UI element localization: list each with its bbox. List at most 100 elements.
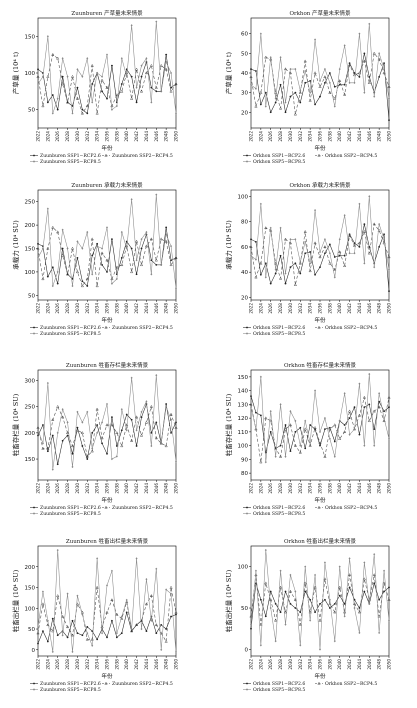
data-point	[343, 430, 347, 433]
data-point	[150, 86, 153, 89]
data-point	[66, 421, 69, 424]
data-point	[175, 613, 177, 616]
data-point	[372, 51, 376, 55]
legend-label: Zuunburen SSP2−RCP4.5	[112, 505, 173, 511]
data-point	[328, 72, 331, 74]
data-point	[51, 112, 54, 115]
x-tick-label: 2038	[327, 303, 332, 314]
data-point	[298, 622, 302, 626]
data-point	[274, 602, 277, 605]
data-point	[46, 640, 49, 643]
data-point	[279, 611, 282, 614]
data-point	[357, 413, 362, 417]
data-point	[86, 626, 89, 628]
legend-label: Orkhon SSP2−RCP4.5	[325, 325, 377, 331]
x-tick-label: 2048	[377, 303, 382, 314]
x-tick-label: 2026	[55, 483, 60, 494]
data-point	[125, 598, 128, 602]
data-point	[149, 63, 153, 67]
data-point	[130, 629, 134, 633]
data-point	[86, 57, 89, 60]
data-point	[358, 76, 361, 78]
data-point	[250, 405, 252, 409]
data-point	[333, 256, 336, 258]
data-point	[164, 239, 168, 243]
x-tick-label: 2030	[75, 131, 80, 142]
x-tick-label: 2040	[337, 303, 342, 314]
data-point	[85, 454, 89, 458]
data-point	[324, 428, 326, 431]
data-point	[338, 79, 342, 82]
series-line	[250, 582, 390, 629]
data-point	[319, 79, 321, 83]
data-point	[70, 633, 75, 637]
data-point	[125, 75, 128, 78]
data-point	[249, 402, 253, 406]
data-point	[264, 55, 268, 59]
data-point	[363, 52, 366, 55]
y-tick-label: 120	[238, 416, 249, 422]
data-point	[299, 644, 302, 647]
data-point	[274, 268, 277, 271]
data-point	[36, 246, 40, 250]
data-point	[80, 111, 84, 115]
data-point	[130, 247, 133, 250]
data-point	[259, 460, 263, 464]
y-tick-label: 40	[241, 270, 248, 276]
data-point	[101, 442, 103, 445]
y-tick-label: 100	[25, 270, 36, 276]
data-point	[51, 52, 55, 56]
y-tick-label: 0	[32, 648, 36, 654]
data-point	[150, 259, 153, 262]
data-point	[250, 238, 252, 241]
y-tick-label: 150	[25, 586, 36, 592]
data-point	[293, 112, 297, 116]
data-point	[362, 229, 366, 233]
y-tick-label: 250	[25, 200, 36, 206]
x-tick-label: 2032	[298, 483, 303, 494]
data-point	[308, 98, 312, 102]
y-tick-label: 50	[28, 108, 35, 114]
legend-marker	[33, 154, 35, 157]
data-point	[284, 111, 287, 114]
y-tick-label: 150	[25, 457, 36, 463]
legend-label: Zuunburen SSP2−RCP4.5	[112, 325, 173, 331]
data-point	[378, 76, 381, 78]
data-point	[283, 237, 288, 241]
data-point	[353, 606, 356, 610]
data-point	[165, 60, 168, 64]
x-tick-label: 2032	[298, 659, 303, 670]
data-point	[269, 430, 272, 433]
data-point	[309, 619, 312, 622]
x-tick-label: 2050	[387, 483, 392, 494]
legend-label: Zuunburen SSP1−RCP2.6	[40, 505, 101, 511]
legend-marker	[33, 506, 35, 509]
data-point	[56, 270, 59, 274]
data-point	[36, 74, 40, 78]
legend-marker	[246, 682, 248, 685]
series-line	[37, 226, 177, 287]
data-point	[358, 382, 361, 385]
data-point	[130, 438, 134, 442]
data-point	[76, 256, 79, 259]
data-point	[120, 408, 123, 411]
data-point	[115, 431, 119, 434]
data-point	[283, 67, 288, 71]
data-point	[368, 76, 371, 78]
data-point	[377, 405, 381, 409]
chart-title: Zuunburen 承载力未来情景	[71, 181, 143, 189]
data-point	[388, 290, 390, 293]
data-point	[383, 590, 385, 593]
data-point	[51, 284, 54, 288]
data-point	[51, 94, 54, 96]
data-point	[174, 425, 178, 429]
data-point	[289, 410, 292, 413]
x-tick-label: 2042	[134, 659, 139, 670]
data-point	[338, 67, 341, 71]
data-point	[294, 262, 297, 265]
data-point	[41, 104, 45, 108]
x-tick-label: 2036	[105, 131, 110, 142]
x-tick-label: 2024	[258, 483, 263, 494]
data-point	[46, 246, 50, 250]
